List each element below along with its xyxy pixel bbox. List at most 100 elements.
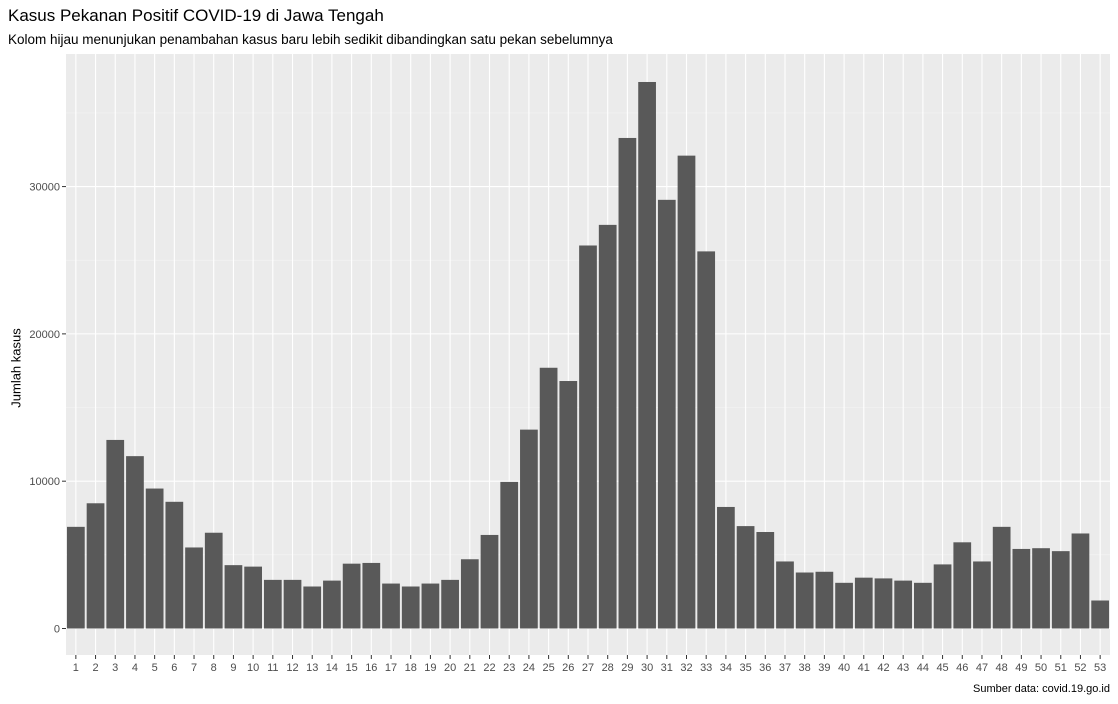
bar: [953, 542, 972, 629]
x-tick-label: 10: [247, 662, 259, 674]
bar: [382, 583, 400, 629]
bar: [717, 506, 735, 629]
bar: [185, 547, 203, 629]
bar: [795, 572, 814, 629]
x-tick-label: 24: [523, 662, 535, 674]
x-tick-label: 43: [897, 662, 909, 674]
x-tick-label: 52: [1074, 662, 1086, 674]
bar: [323, 580, 341, 629]
bar: [598, 224, 617, 629]
bar: [224, 565, 243, 629]
bar: [480, 534, 499, 629]
x-tick-label: 15: [345, 662, 357, 674]
bar: [500, 481, 519, 629]
x-tick-label: 2: [92, 662, 98, 674]
bar: [854, 577, 873, 629]
x-tick-label: 21: [464, 662, 476, 674]
x-tick-label: 1: [73, 662, 79, 674]
bar: [421, 583, 440, 629]
bar: [992, 526, 1011, 629]
bar: [756, 532, 775, 629]
bar: [677, 155, 696, 629]
x-tick-label: 3: [112, 662, 118, 674]
bar: [204, 532, 223, 629]
x-tick-label: 25: [542, 662, 554, 674]
x-tick-label: 28: [602, 662, 614, 674]
x-tick-label: 8: [211, 662, 217, 674]
bar: [973, 561, 991, 629]
bar: [776, 561, 794, 629]
x-tick-label: 46: [956, 662, 968, 674]
y-tick-label: 20000: [29, 329, 60, 341]
bar: [441, 579, 459, 629]
x-tick-label: 11: [267, 662, 278, 674]
bar: [342, 563, 361, 629]
bar: [1071, 533, 1090, 629]
bar: [1091, 600, 1110, 629]
bar: [657, 199, 676, 629]
bar: [86, 503, 105, 629]
bar: [894, 580, 913, 629]
bar: [1051, 551, 1070, 629]
x-tick-label: 49: [1015, 662, 1027, 674]
x-tick-label: 26: [562, 662, 574, 674]
bar: [638, 81, 656, 629]
x-tick-label: 5: [152, 662, 158, 674]
x-tick-label: 32: [680, 662, 692, 674]
x-tick-label: 42: [877, 662, 889, 674]
bar: [914, 582, 932, 629]
bar: [244, 566, 262, 629]
chart-title: Kasus Pekanan Positif COVID-19 di Jawa T…: [8, 6, 384, 25]
x-tick-label: 36: [759, 662, 771, 674]
bar: [874, 578, 893, 629]
bar: [579, 245, 597, 629]
bar: [460, 559, 479, 629]
bar: [1012, 548, 1031, 629]
x-tick-label: 31: [661, 662, 673, 674]
x-tick-label: 12: [286, 662, 298, 674]
bar: [145, 488, 164, 629]
bar: [618, 137, 637, 629]
x-tick-label: 18: [405, 662, 417, 674]
x-tick-label: 16: [365, 662, 377, 674]
x-tick-label: 40: [838, 662, 850, 674]
x-tick-label: 4: [132, 662, 138, 674]
bar: [401, 586, 420, 629]
x-tick-label: 23: [503, 662, 515, 674]
x-tick-label: 9: [230, 662, 236, 674]
x-tick-label: 37: [779, 662, 791, 674]
bar: [697, 251, 716, 629]
bar: [933, 564, 952, 629]
bar: [736, 526, 755, 629]
chart-caption: Sumber data: covid.19.go.id: [973, 683, 1110, 695]
bar: [283, 579, 302, 629]
bar: [520, 429, 538, 629]
x-tick-label: 7: [191, 662, 197, 674]
x-tick-label: 50: [1035, 662, 1047, 674]
chart-subtitle: Kolom hijau menunjukan penambahan kasus …: [8, 32, 613, 47]
x-tick-label: 53: [1094, 662, 1106, 674]
x-tick-label: 38: [799, 662, 811, 674]
bar: [126, 456, 144, 629]
x-tick-label: 34: [720, 662, 732, 674]
x-tick-label: 6: [171, 662, 177, 674]
x-tick-label: 51: [1055, 662, 1067, 674]
x-tick-label: 30: [641, 662, 653, 674]
bar: [362, 562, 381, 629]
x-tick-label: 20: [444, 662, 456, 674]
x-tick-label: 17: [385, 662, 397, 674]
x-tick-label: 13: [306, 662, 318, 674]
bar: [303, 586, 322, 629]
x-tick-label: 14: [326, 662, 338, 674]
x-tick-label: 22: [483, 662, 495, 674]
y-tick-label: 30000: [29, 182, 60, 194]
x-tick-label: 33: [700, 662, 712, 674]
bar: [835, 582, 853, 629]
x-tick-label: 47: [976, 662, 988, 674]
bar: [1032, 548, 1050, 629]
x-tick-label: 35: [739, 662, 751, 674]
x-tick-label: 45: [936, 662, 948, 674]
bar: [559, 381, 578, 629]
y-tick-label: 0: [54, 623, 60, 635]
